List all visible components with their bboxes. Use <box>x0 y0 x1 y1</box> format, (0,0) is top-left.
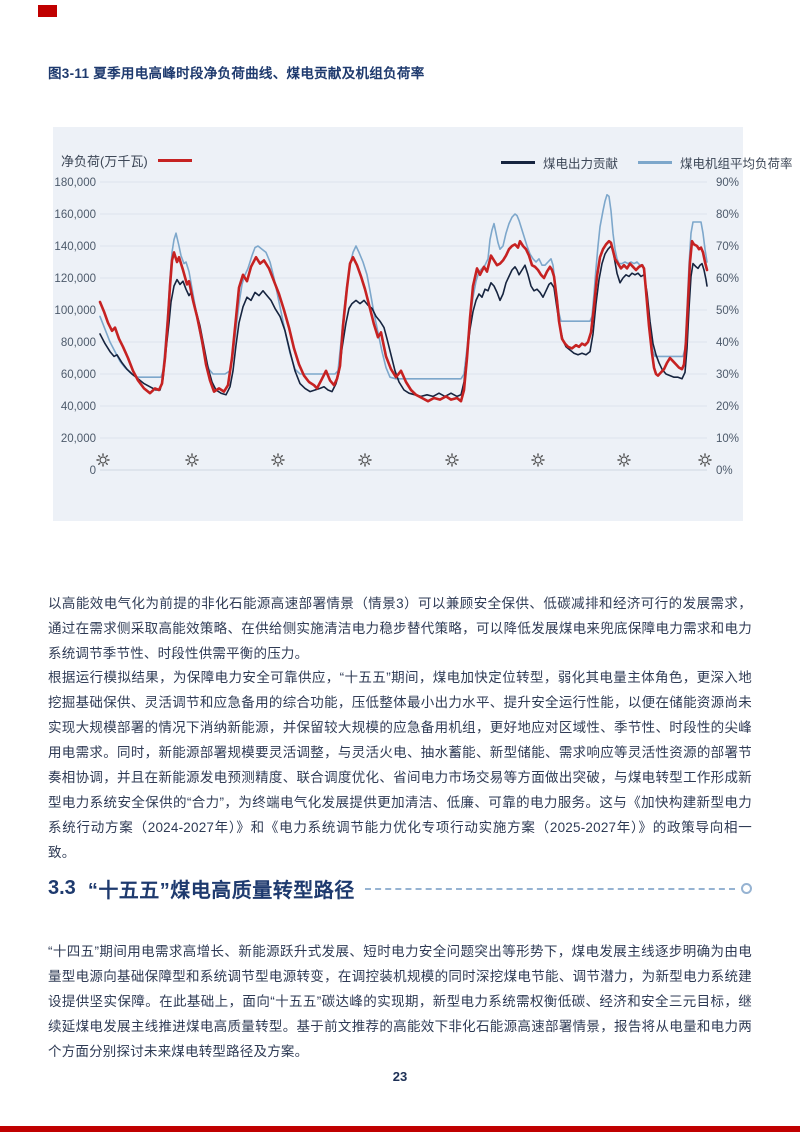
legend-coal-output-label: 煤电出力贡献 <box>543 157 619 171</box>
paragraph-transition-path: “十四五”期间用电需求高增长、新能源跃升式发展、短时电力安全问题突出等形势下，煤… <box>48 943 752 1059</box>
chart-panel: 0 20,000 40,000 60,000 80,000 100,000 120,000 1… <box>53 127 793 521</box>
svg-text:40%: 40% <box>716 337 739 349</box>
svg-text:20,000: 20,000 <box>61 433 96 445</box>
legend-right-group: 煤电出力贡献 煤电机组平均负荷率 <box>501 153 793 172</box>
heading-rule-end-circle-icon <box>741 883 752 894</box>
svg-text:0: 0 <box>90 465 96 477</box>
load-rate-line-swatch <box>638 161 673 164</box>
coal-output-line-swatch <box>501 161 535 164</box>
svg-text:70%: 70% <box>716 241 739 253</box>
svg-text:0%: 0% <box>716 465 733 477</box>
section-title: “十五五”煤电高质量转型路径 <box>87 880 355 902</box>
svg-text:60,000: 60,000 <box>61 369 96 381</box>
legend-coal-output: 煤电出力贡献 <box>501 153 618 172</box>
paragraph-simulation-results: 根据运行模拟结果，为保障电力安全可靠供应，“十五五”期间，煤电加快定位转型，弱化… <box>48 669 752 860</box>
svg-text:90%: 90% <box>716 177 739 189</box>
svg-text:50%: 50% <box>716 305 739 317</box>
svg-text:30%: 30% <box>716 369 739 381</box>
paragraph-scenario: 以高能效电气化为前提的非化石能源高速部署情景（情景3）可以兼顾安全保供、低碳减排… <box>48 595 752 661</box>
svg-text:80,000: 80,000 <box>61 337 96 349</box>
svg-text:180,000: 180,000 <box>54 177 96 189</box>
legend-net-load-label: 净负荷(万千瓦) <box>61 154 148 169</box>
svg-text:20%: 20% <box>716 401 739 413</box>
svg-text:80%: 80% <box>716 209 739 221</box>
page-number: 23 <box>392 1069 408 1084</box>
svg-text:60%: 60% <box>716 273 739 285</box>
svg-text:40,000: 40,000 <box>61 401 96 413</box>
line-chart: 0 20,000 40,000 60,000 80,000 100,000 120,000 1… <box>54 177 739 477</box>
legend-load-rate-label: 煤电机组平均负荷率 <box>680 157 793 171</box>
section-heading: 3.3 “十五五”煤电高质量转型路径 <box>48 874 752 903</box>
svg-text:100,000: 100,000 <box>54 305 96 317</box>
figure-title: 图3-11 夏季用电高峰时段净负荷曲线、煤电贡献及机组负荷率 <box>48 66 425 81</box>
svg-text:140,000: 140,000 <box>54 241 96 253</box>
footer-red-bar <box>0 1126 800 1132</box>
legend-load-rate: 煤电机组平均负荷率 <box>638 153 793 172</box>
section-number: 3.3 <box>48 877 76 899</box>
heading-dashed-rule <box>364 887 735 890</box>
legend-net-load: 净负荷(万千瓦) <box>61 151 192 170</box>
net-load-line-swatch <box>157 158 192 163</box>
svg-text:10%: 10% <box>716 433 739 445</box>
svg-text:120,000: 120,000 <box>54 273 96 285</box>
svg-text:160,000: 160,000 <box>54 209 96 221</box>
header-red-mark <box>38 5 57 17</box>
